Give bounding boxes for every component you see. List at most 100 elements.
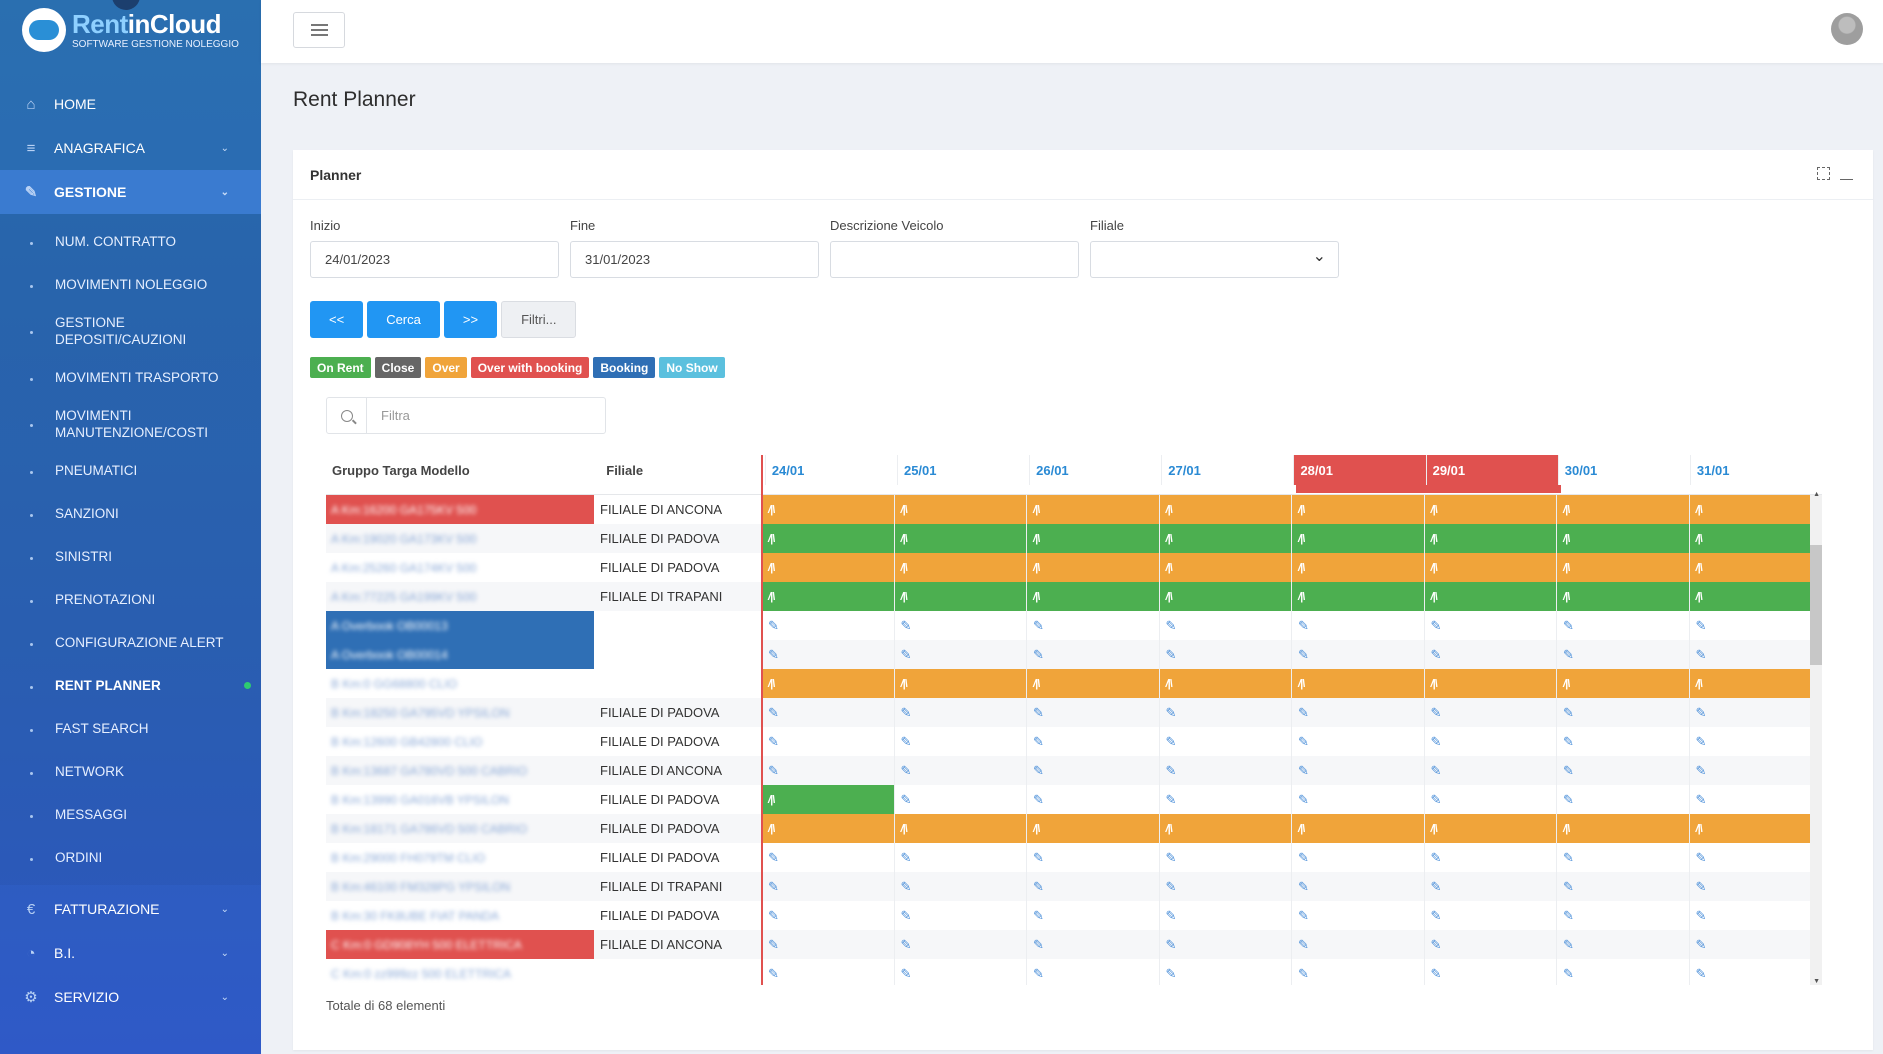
planner-cell-empty[interactable]: ✎ xyxy=(1423,611,1557,640)
avatar[interactable] xyxy=(1831,13,1863,45)
planner-cell-over[interactable]: /|\ xyxy=(1688,669,1821,698)
planner-cell-over[interactable]: /|\ xyxy=(1291,814,1424,843)
planner-cell-empty[interactable]: ✎ xyxy=(1026,756,1159,785)
pencil-icon[interactable]: ✎ xyxy=(1298,733,1309,749)
pencil-icon[interactable]: ✎ xyxy=(1695,704,1707,720)
planner-cell-empty[interactable]: ✎ xyxy=(761,930,894,959)
pencil-icon[interactable]: ✎ xyxy=(1430,733,1442,749)
pencil-icon[interactable]: ✎ xyxy=(1165,791,1177,807)
planner-cell-on-rent[interactable]: /|\ xyxy=(1423,582,1556,611)
planner-cell-over[interactable]: /|\ xyxy=(1291,553,1424,582)
planner-cell-empty[interactable]: ✎ xyxy=(1556,872,1689,901)
scroll-down-icon[interactable]: ▼ xyxy=(1813,978,1820,985)
planner-cell-empty[interactable]: ✎ xyxy=(1291,901,1424,930)
pencil-icon[interactable]: ✎ xyxy=(1165,617,1177,633)
pencil-icon[interactable]: ✎ xyxy=(1430,704,1442,720)
planner-cell-empty[interactable]: ✎ xyxy=(1556,640,1689,669)
pencil-icon[interactable]: ✎ xyxy=(768,646,779,662)
planner-cell-empty[interactable]: ✎ xyxy=(1423,727,1557,756)
planner-cell-empty[interactable]: ✎ xyxy=(761,872,894,901)
pencil-icon[interactable]: ✎ xyxy=(900,704,912,720)
vehicle-cell[interactable]: B Km:18250 GA795VD YPSILON xyxy=(326,698,594,727)
sidebar-item-servizio[interactable]: ⚙ SERVIZIO ⌄ xyxy=(0,975,261,1019)
sidebar-item-fatturazione[interactable]: € FATTURAZIONE ⌄ xyxy=(0,887,261,931)
planner-cell-empty[interactable]: ✎ xyxy=(1291,640,1424,669)
planner-cell-over[interactable]: /|\ xyxy=(893,495,1026,524)
pencil-icon[interactable]: ✎ xyxy=(768,849,779,865)
next-button[interactable]: >> xyxy=(443,301,498,338)
planner-cell-empty[interactable]: ✎ xyxy=(1158,959,1292,985)
planner-cell-over[interactable]: /|\ xyxy=(761,495,894,524)
planner-cell-empty[interactable]: ✎ xyxy=(893,727,1027,756)
planner-cell-empty[interactable]: ✎ xyxy=(893,698,1027,727)
planner-cell-empty[interactable]: ✎ xyxy=(1688,727,1822,756)
fullscreen-icon[interactable] xyxy=(1817,167,1830,180)
planner-cell-empty[interactable]: ✎ xyxy=(761,640,894,669)
planner-cell-over[interactable]: /|\ xyxy=(1026,495,1159,524)
planner-cell-over[interactable]: /|\ xyxy=(893,669,1026,698)
filters-button[interactable]: Filtri... xyxy=(501,301,577,338)
planner-cell-on-rent[interactable]: /|\ xyxy=(761,785,894,814)
pencil-icon[interactable]: ✎ xyxy=(1165,762,1177,778)
grid-scrollbar[interactable] xyxy=(1810,495,1822,985)
pencil-icon[interactable]: ✎ xyxy=(1033,762,1044,778)
filter-input[interactable]: Filtra xyxy=(381,408,410,423)
planner-cell-over[interactable]: /|\ xyxy=(1026,669,1159,698)
vehicle-cell[interactable]: B Km:13687 GA780VD 500 CABRIO xyxy=(326,756,594,785)
planner-cell-empty[interactable]: ✎ xyxy=(1688,698,1822,727)
brand-logo[interactable]: RentinCloud SOFTWARE GESTIONE NOLEGGIO xyxy=(0,0,261,60)
planner-cell-on-rent[interactable]: /|\ xyxy=(1688,524,1821,553)
planner-cell-empty[interactable]: ✎ xyxy=(1423,698,1557,727)
table-row[interactable]: B Km:13990 GA016VB YPSILON FILIALE DI PAD… xyxy=(326,785,1822,814)
planner-cell-over[interactable]: /|\ xyxy=(1556,669,1689,698)
table-row[interactable]: B Km:18171 GA786VD 500 CABRIO FILIALE DI … xyxy=(326,814,1822,843)
pencil-icon[interactable]: ✎ xyxy=(1563,878,1574,894)
pencil-icon[interactable]: ✎ xyxy=(1695,733,1707,749)
sidebar-subitem-ordini[interactable]: ORDINI xyxy=(0,836,261,879)
planner-cell-empty[interactable]: ✎ xyxy=(1556,930,1689,959)
menu-toggle-button[interactable] xyxy=(293,12,345,48)
pencil-icon[interactable]: ✎ xyxy=(1430,849,1442,865)
planner-cell-over[interactable]: /|\ xyxy=(1423,553,1556,582)
pencil-icon[interactable]: ✎ xyxy=(1165,733,1177,749)
planner-cell-over[interactable]: /|\ xyxy=(761,669,894,698)
planner-cell-empty[interactable]: ✎ xyxy=(1556,901,1689,930)
sidebar-subitem-prenotazioni[interactable]: PRENOTAZIONI xyxy=(0,578,261,621)
planner-cell-on-rent[interactable]: /|\ xyxy=(1688,582,1821,611)
planner-cell-empty[interactable]: ✎ xyxy=(1158,930,1292,959)
planner-cell-empty[interactable]: ✎ xyxy=(1291,872,1424,901)
planner-cell-over[interactable]: /|\ xyxy=(1423,814,1556,843)
search-button[interactable]: Cerca xyxy=(367,301,440,338)
pencil-icon[interactable]: ✎ xyxy=(900,733,912,749)
sidebar-item-home[interactable]: ⌂ HOME xyxy=(0,82,261,126)
planner-cell-empty[interactable]: ✎ xyxy=(1026,611,1159,640)
pencil-icon[interactable]: ✎ xyxy=(1165,907,1177,923)
planner-cell-empty[interactable]: ✎ xyxy=(1291,785,1424,814)
pencil-icon[interactable]: ✎ xyxy=(1298,762,1309,778)
pencil-icon[interactable]: ✎ xyxy=(1430,791,1442,807)
branch-select[interactable] xyxy=(1090,241,1339,278)
planner-cell-on-rent[interactable]: /|\ xyxy=(1291,582,1424,611)
sidebar-item-anagrafica[interactable]: ≡ ANAGRAFICA ⌄ xyxy=(0,126,261,170)
pencil-icon[interactable]: ✎ xyxy=(1430,878,1442,894)
planner-cell-over[interactable]: /|\ xyxy=(1026,814,1159,843)
pencil-icon[interactable]: ✎ xyxy=(1298,936,1309,952)
pencil-icon[interactable]: ✎ xyxy=(900,791,912,807)
pencil-icon[interactable]: ✎ xyxy=(1563,849,1574,865)
pencil-icon[interactable]: ✎ xyxy=(768,878,779,894)
pencil-icon[interactable]: ✎ xyxy=(1563,965,1574,981)
planner-cell-empty[interactable]: ✎ xyxy=(1291,959,1424,985)
planner-cell-empty[interactable]: ✎ xyxy=(1158,611,1292,640)
planner-cell-empty[interactable]: ✎ xyxy=(1158,843,1292,872)
table-row[interactable]: A Km:19020 GA173KV 500 FILIALE DI PADOVA /… xyxy=(326,524,1822,553)
pencil-icon[interactable]: ✎ xyxy=(1563,733,1574,749)
planner-cell-on-rent[interactable]: /|\ xyxy=(761,524,894,553)
planner-cell-empty[interactable]: ✎ xyxy=(1556,727,1689,756)
planner-cell-empty[interactable]: ✎ xyxy=(1158,872,1292,901)
table-row[interactable]: B Km:29000 FH079TM CLIO FILIALE DI PADOVA… xyxy=(326,843,1822,872)
pencil-icon[interactable]: ✎ xyxy=(1695,936,1707,952)
table-row[interactable]: A Km:16200 GA175KV 500 FILIALE DI ANCONA /… xyxy=(326,495,1822,524)
planner-cell-empty[interactable]: ✎ xyxy=(1026,640,1159,669)
planner-cell-over[interactable]: /|\ xyxy=(761,814,894,843)
planner-cell-empty[interactable]: ✎ xyxy=(1158,785,1292,814)
